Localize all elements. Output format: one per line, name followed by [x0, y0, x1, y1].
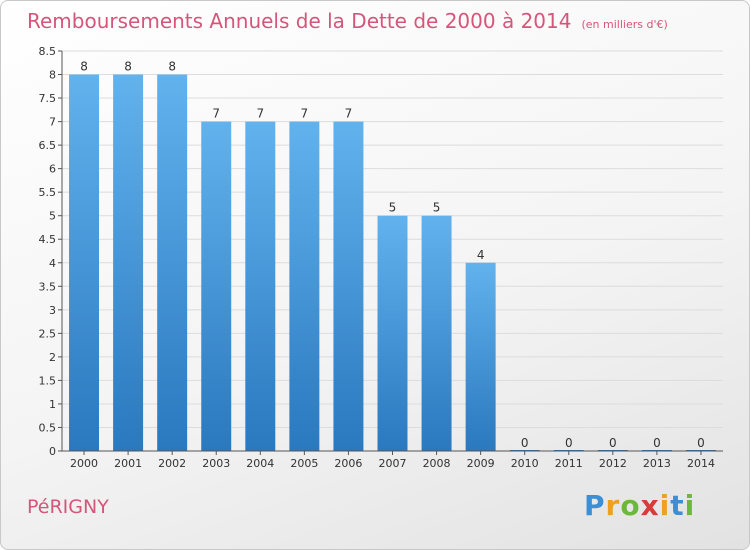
chart-title: Remboursements Annuels de la Dette de 20… [27, 9, 668, 33]
data-label: 0 [609, 436, 617, 450]
bar [465, 262, 496, 451]
y-tick-label: 0 [49, 445, 56, 458]
commune-name: PéRIGNY [27, 496, 109, 518]
x-tick-label: 2002 [158, 457, 186, 470]
data-label: 5 [389, 201, 397, 215]
y-tick-label: 3.5 [39, 280, 57, 293]
bar [113, 74, 144, 451]
y-tick-label: 6.5 [39, 139, 57, 152]
data-label: 8 [124, 60, 132, 74]
x-tick-label: 2009 [467, 457, 495, 470]
data-label: 0 [653, 436, 661, 450]
x-tick-label: 2005 [290, 457, 318, 470]
bar [245, 121, 276, 452]
y-tick-label: 3 [49, 304, 56, 317]
y-tick-label: 5.5 [39, 186, 57, 199]
y-tick-label: 7 [49, 116, 56, 129]
y-tick-label: 4 [49, 257, 56, 270]
data-label: 4 [477, 248, 485, 262]
y-tick-label: 8.5 [39, 45, 57, 58]
data-label: 0 [697, 436, 705, 450]
logo-letter: o [620, 489, 641, 522]
logo-letter: x [640, 489, 660, 522]
x-tick-label: 2004 [246, 457, 274, 470]
logo-letter: t [670, 489, 685, 522]
x-tick-label: 2011 [555, 457, 583, 470]
x-axis-ticks: 2000 2001 2002 2003 2004 2005 2006 2007 2008 2009… [70, 451, 715, 470]
logo-letter: i [659, 489, 671, 522]
x-tick-label: 2012 [599, 457, 627, 470]
y-tick-label: 5 [49, 210, 56, 223]
x-tick-label: 2010 [511, 457, 539, 470]
logo-letter: r [605, 489, 621, 522]
x-tick-label: 2007 [379, 457, 407, 470]
x-tick-label: 2003 [202, 457, 230, 470]
y-tick-label: 1.5 [39, 374, 57, 387]
title-unit: (en milliers d'€) [581, 18, 668, 31]
data-labels: 8 8 8 7 7 7 7 5 5 4 0 0 0 0 0 [80, 60, 705, 450]
data-label: 7 [256, 107, 264, 121]
data-label: 7 [301, 107, 309, 121]
data-label: 8 [168, 60, 176, 74]
bar [421, 215, 452, 451]
bars [69, 74, 716, 452]
bar [69, 74, 100, 451]
y-tick-label: 0.5 [39, 421, 57, 434]
logo-letter: P [584, 489, 606, 522]
bar [377, 215, 408, 451]
y-tick-label: 6 [49, 163, 56, 176]
data-label: 0 [521, 436, 529, 450]
y-tick-label: 7.5 [39, 92, 57, 105]
x-tick-label: 2013 [643, 457, 671, 470]
proxiti-logo: Proxiti [584, 489, 695, 522]
title-text: Remboursements Annuels de la Dette de 20… [27, 9, 572, 33]
data-label: 0 [565, 436, 573, 450]
data-label: 7 [212, 107, 220, 121]
x-tick-label: 2014 [687, 457, 715, 470]
bar [289, 121, 320, 452]
x-tick-label: 2000 [70, 457, 98, 470]
x-tick-label: 2008 [423, 457, 451, 470]
x-tick-label: 2006 [334, 457, 362, 470]
y-tick-label: 1 [49, 398, 56, 411]
bar [333, 121, 364, 452]
data-label: 5 [433, 201, 441, 215]
bar [157, 74, 188, 451]
data-label: 8 [80, 60, 88, 74]
logo-letter: i [684, 489, 696, 522]
bar [201, 121, 232, 452]
data-label: 7 [345, 107, 353, 121]
y-tick-label: 4.5 [39, 233, 57, 246]
y-tick-label: 2 [49, 351, 56, 364]
x-tick-label: 2001 [114, 457, 142, 470]
y-axis-ticks: 0 0.5 1 1.5 2 2.5 3 3.5 4 4.5 5 5.5 6 6.5 7 7.5 8 8.5 [39, 45, 62, 458]
y-tick-label: 8 [49, 69, 56, 82]
y-tick-label: 2.5 [39, 327, 57, 340]
